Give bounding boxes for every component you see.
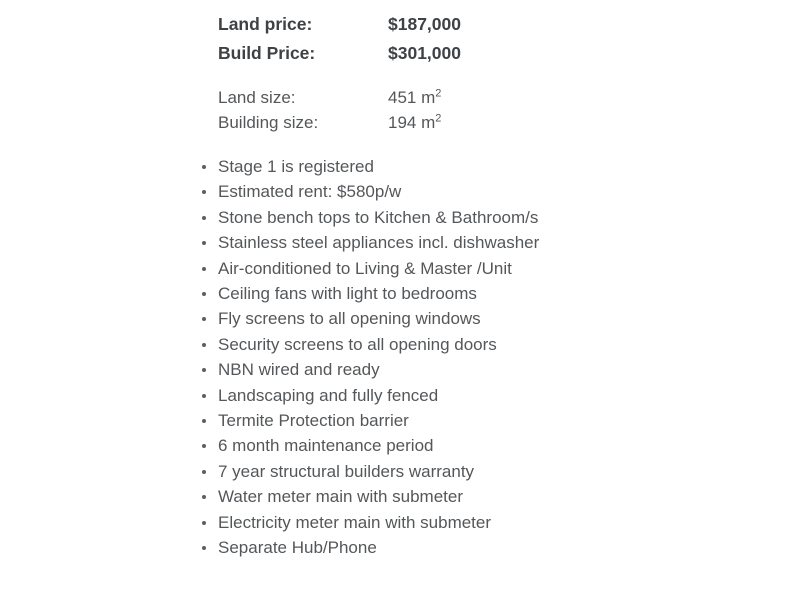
feature-item: Stone bench tops to Kitchen & Bathroom/s — [202, 205, 778, 230]
feature-item: Stainless steel appliances incl. dishwas… — [202, 230, 778, 255]
land-size-value: 451 m2 — [388, 85, 778, 110]
land-size-label: Land size: — [218, 88, 296, 107]
building-size-row: Building size: 194 m2 — [218, 110, 778, 135]
build-price-label: Build Price: — [218, 43, 316, 63]
feature-item: 7 year structural builders warranty — [202, 459, 778, 484]
land-size-superscript: 2 — [435, 87, 442, 100]
price-group: Land price: $187,000 Build Price: $301,0… — [218, 10, 778, 68]
feature-item: Landscaping and fully fenced — [202, 383, 778, 408]
land-price-value: $187,000 — [388, 14, 461, 34]
feature-item: Security screens to all opening doors — [202, 332, 778, 357]
feature-item: Fly screens to all opening windows — [202, 306, 778, 331]
feature-item: NBN wired and ready — [202, 357, 778, 382]
building-size-number: 194 m — [388, 113, 436, 132]
land-size-number: 451 m — [388, 88, 436, 107]
feature-item: Stage 1 is registered — [202, 154, 778, 179]
feature-list: Stage 1 is registered Estimated rent: $5… — [202, 154, 778, 561]
build-price-row: Build Price: $301,000 — [218, 39, 778, 68]
size-group: Land size: 451 m2 Building size: 194 m2 — [218, 85, 778, 135]
land-price-label: Land price: — [218, 14, 313, 34]
land-price-row: Land price: $187,000 — [218, 10, 778, 39]
building-size-label: Building size: — [218, 113, 319, 132]
building-size-superscript: 2 — [435, 112, 442, 125]
feature-item: Water meter main with submeter — [202, 484, 778, 509]
feature-item: 6 month maintenance period — [202, 433, 778, 458]
feature-item: Termite Protection barrier — [202, 408, 778, 433]
feature-item: Separate Hub/Phone — [202, 535, 778, 560]
build-price-value: $301,000 — [388, 43, 461, 63]
building-size-value: 194 m2 — [388, 110, 778, 135]
land-size-row: Land size: 451 m2 — [218, 85, 778, 110]
feature-item: Electricity meter main with submeter — [202, 510, 778, 535]
property-details-content: Land price: $187,000 Build Price: $301,0… — [202, 10, 778, 561]
feature-item: Ceiling fans with light to bedrooms — [202, 281, 778, 306]
feature-item: Air-conditioned to Living & Master /Unit — [202, 256, 778, 281]
feature-item: Estimated rent: $580p/w — [202, 179, 778, 204]
